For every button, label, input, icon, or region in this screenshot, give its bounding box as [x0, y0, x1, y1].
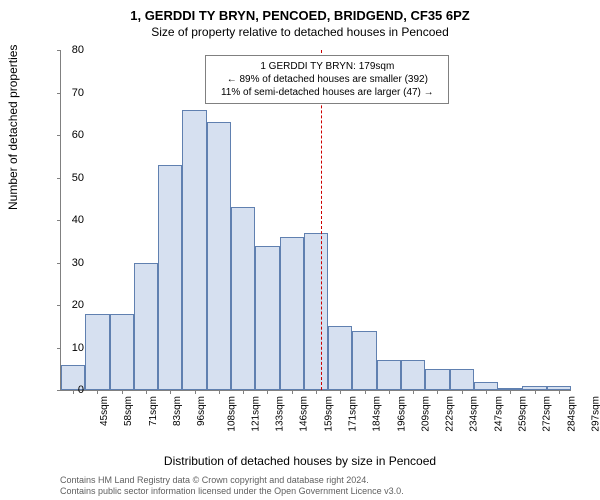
chart-title: 1, GERDDI TY BRYN, PENCOED, BRIDGEND, CF…	[0, 0, 600, 23]
x-tick-mark	[267, 390, 268, 394]
x-tick-mark	[535, 390, 536, 394]
x-tick-label: 222sqm	[445, 396, 456, 432]
x-tick-mark	[462, 390, 463, 394]
histogram-bar	[182, 110, 206, 391]
x-tick-mark	[365, 390, 366, 394]
x-tick-label: 272sqm	[542, 396, 553, 432]
histogram-bar	[450, 369, 474, 390]
x-tick-mark	[316, 390, 317, 394]
y-tick-mark	[57, 50, 61, 51]
x-tick-mark	[97, 390, 98, 394]
histogram-bar	[110, 314, 134, 391]
histogram-bar	[255, 246, 279, 391]
x-tick-label: 247sqm	[493, 396, 504, 432]
y-tick-label: 0	[78, 384, 84, 396]
x-tick-label: 209sqm	[420, 396, 431, 432]
x-tick-label: 108sqm	[226, 396, 237, 432]
x-tick-label: 133sqm	[275, 396, 286, 432]
y-tick-label: 40	[72, 214, 84, 226]
y-tick-label: 60	[72, 129, 84, 141]
callout-line-3: 11% of semi-detached houses are larger (…	[212, 86, 442, 99]
y-tick-label: 50	[72, 172, 84, 184]
y-tick-label: 10	[72, 342, 84, 354]
y-tick-mark	[57, 178, 61, 179]
x-tick-mark	[292, 390, 293, 394]
histogram-bar	[85, 314, 109, 391]
x-tick-label: 234sqm	[469, 396, 480, 432]
x-tick-label: 297sqm	[590, 396, 600, 432]
x-tick-mark	[437, 390, 438, 394]
y-tick-mark	[57, 305, 61, 306]
x-tick-label: 284sqm	[566, 396, 577, 432]
x-tick-mark	[243, 390, 244, 394]
x-tick-mark	[389, 390, 390, 394]
histogram-bar	[231, 207, 255, 390]
y-tick-label: 20	[72, 299, 84, 311]
callout-line-2: ← 89% of detached houses are smaller (39…	[212, 73, 442, 86]
histogram-bar	[328, 326, 352, 390]
y-tick-label: 30	[72, 257, 84, 269]
x-tick-mark	[486, 390, 487, 394]
histogram-bar	[304, 233, 328, 390]
x-tick-label: 146sqm	[299, 396, 310, 432]
x-tick-label: 121sqm	[250, 396, 261, 432]
footer-line-2: Contains public sector information licen…	[60, 486, 404, 498]
callout-line-1: 1 GERDDI TY BRYN: 179sqm	[212, 60, 442, 73]
x-tick-label: 96sqm	[196, 396, 207, 426]
footer-line-1: Contains HM Land Registry data © Crown c…	[60, 475, 404, 487]
y-tick-mark	[57, 135, 61, 136]
histogram-bar	[280, 237, 304, 390]
x-tick-label: 45sqm	[99, 396, 110, 426]
y-tick-mark	[57, 390, 61, 391]
footer-attribution: Contains HM Land Registry data © Crown c…	[60, 475, 404, 498]
x-axis-label: Distribution of detached houses by size …	[0, 454, 600, 468]
x-tick-mark	[170, 390, 171, 394]
histogram-bar	[377, 360, 401, 390]
histogram-bar	[207, 122, 231, 390]
y-axis-label: Number of detached properties	[6, 45, 20, 210]
x-tick-label: 71sqm	[148, 396, 159, 426]
x-tick-label: 83sqm	[172, 396, 183, 426]
y-tick-mark	[57, 348, 61, 349]
y-tick-mark	[57, 263, 61, 264]
x-tick-mark	[413, 390, 414, 394]
x-tick-mark	[219, 390, 220, 394]
x-tick-label: 196sqm	[396, 396, 407, 432]
callout-box: 1 GERDDI TY BRYN: 179sqm← 89% of detache…	[205, 55, 449, 104]
x-tick-mark	[73, 390, 74, 394]
x-tick-label: 171sqm	[348, 396, 359, 432]
x-tick-label: 259sqm	[518, 396, 529, 432]
y-tick-label: 80	[72, 44, 84, 56]
histogram-bar	[158, 165, 182, 390]
y-tick-mark	[57, 220, 61, 221]
x-tick-mark	[340, 390, 341, 394]
x-tick-label: 159sqm	[323, 396, 334, 432]
y-tick-mark	[57, 93, 61, 94]
histogram-bar	[401, 360, 425, 390]
x-tick-label: 184sqm	[372, 396, 383, 432]
x-tick-mark	[146, 390, 147, 394]
histogram-bar	[352, 331, 376, 391]
x-tick-mark	[510, 390, 511, 394]
x-tick-mark	[195, 390, 196, 394]
y-tick-label: 70	[72, 87, 84, 99]
x-tick-label: 58sqm	[123, 396, 134, 426]
x-tick-mark	[122, 390, 123, 394]
histogram-bar	[425, 369, 449, 390]
histogram-bar	[474, 382, 498, 391]
chart-subtitle: Size of property relative to detached ho…	[0, 23, 600, 39]
x-tick-mark	[559, 390, 560, 394]
histogram-bar	[134, 263, 158, 391]
